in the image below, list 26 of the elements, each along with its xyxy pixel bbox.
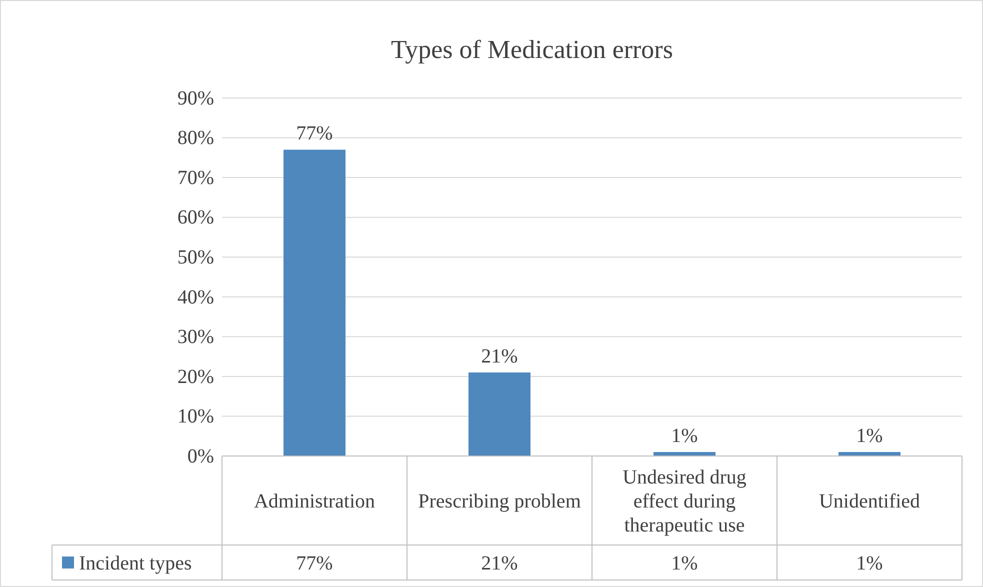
text: 1% — [856, 425, 883, 448]
y-tick-label: 30% — [177, 326, 214, 348]
y-tick-label: 50% — [177, 246, 214, 269]
y-tick-label: 20% — [177, 366, 214, 388]
x-tick-label: Unidentified — [818, 490, 920, 512]
data-label: 21% — [481, 552, 518, 574]
y-tick-label: 40% — [177, 286, 214, 308]
data-label: 77% — [296, 552, 333, 574]
legend-label: Incident types — [79, 552, 192, 574]
y-tick-label: 80% — [177, 127, 214, 150]
x-tick-label: Undesired drug effect during therapeutic use — [622, 466, 746, 536]
text: 77% — [296, 122, 333, 145]
x-tick-label: Administration — [254, 490, 376, 512]
x-tick-label: Prescribing problem — [418, 490, 582, 512]
data-label: 1% — [671, 552, 698, 574]
bar — [468, 372, 530, 456]
y-tick-label: 70% — [177, 166, 214, 189]
text: 21% — [481, 345, 518, 368]
y-tick-label: 60% — [177, 206, 214, 229]
y-tick-label: 10% — [177, 406, 214, 428]
data-label: 1% — [856, 552, 883, 574]
chart-title: Types of Medication errors — [391, 35, 673, 64]
text: 1% — [671, 425, 698, 448]
bar — [284, 150, 346, 456]
y-tick-label: 0% — [187, 445, 214, 468]
y-tick-label: 90% — [177, 87, 214, 110]
